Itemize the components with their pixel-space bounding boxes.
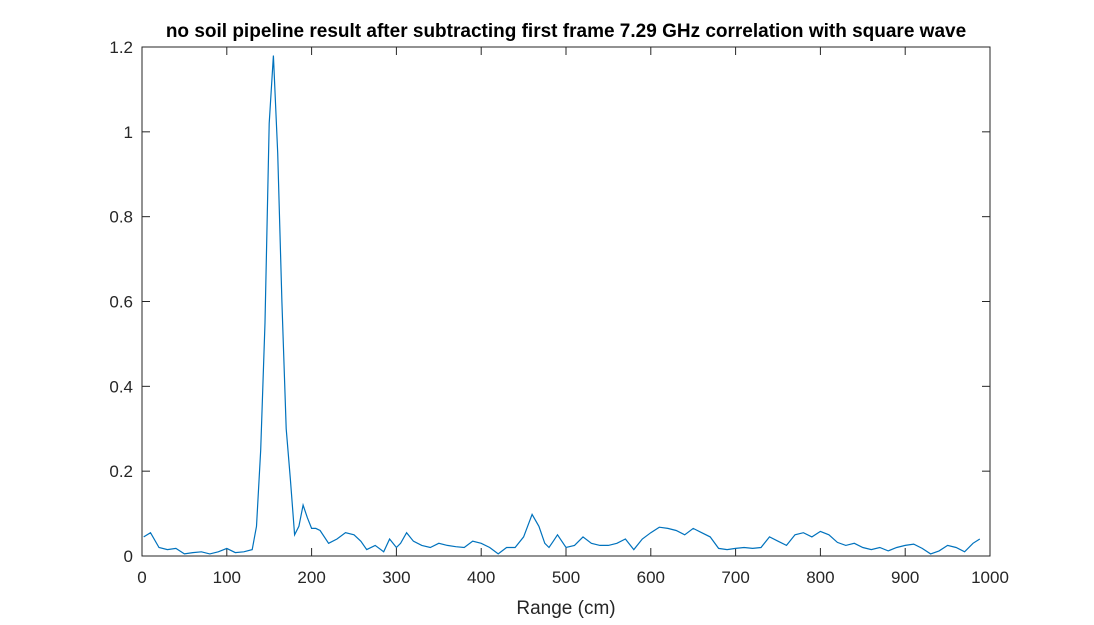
y-tick-label: 0.4 — [109, 377, 133, 396]
plot-area — [141, 46, 991, 557]
x-tick-label: 600 — [637, 568, 665, 587]
x-tick-label: 900 — [891, 568, 919, 587]
axis-ticks — [141, 46, 991, 557]
y-tick-label: 1 — [124, 123, 133, 142]
series-line — [143, 55, 981, 555]
y-tick-label: 0.8 — [109, 208, 133, 227]
x-tick-label: 300 — [382, 568, 410, 587]
x-tick-label: 0 — [137, 568, 146, 587]
x-tick-label: 200 — [297, 568, 325, 587]
x-tick-label: 400 — [467, 568, 495, 587]
x-tick-label: 1000 — [971, 568, 1009, 587]
y-tick-label: 0.6 — [109, 293, 133, 312]
x-tick-label: 800 — [806, 568, 834, 587]
x-tick-label: 500 — [552, 568, 580, 587]
axis-tick-labels: 0 100 200 300 400 500 600 700 800 900 1000 0 0.2 0.4 0… — [109, 38, 1009, 587]
y-tick-label: 0 — [124, 547, 133, 566]
x-axis-label: Range (cm) — [516, 598, 615, 619]
x-tick-label: 700 — [721, 568, 749, 587]
chart-title: no soil pipeline result after subtractin… — [166, 21, 966, 42]
y-tick-label: 0.2 — [109, 462, 133, 481]
x-tick-label: 100 — [213, 568, 241, 587]
y-tick-label: 1.2 — [109, 38, 133, 57]
